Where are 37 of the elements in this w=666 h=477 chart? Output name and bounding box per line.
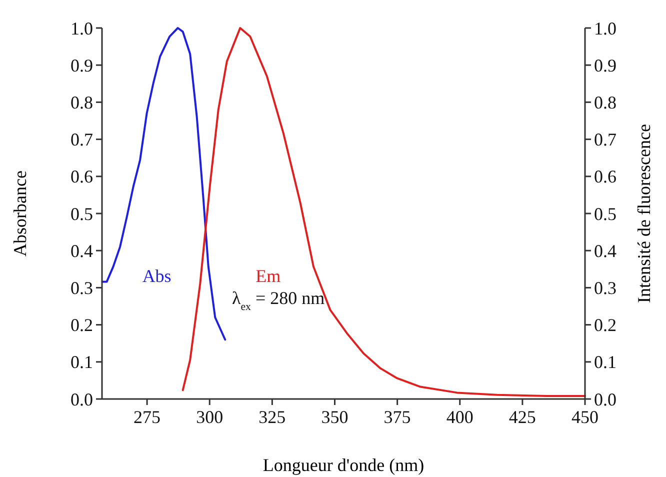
x-tick-label: 450 bbox=[572, 407, 598, 427]
y2-tick-label: 0.2 bbox=[594, 315, 616, 336]
y-tick-label: 0.5 bbox=[70, 204, 93, 224]
y2-tick-label: 0.6 bbox=[594, 166, 616, 187]
y-tick-label: 0.0 bbox=[70, 389, 93, 410]
y-tick-label: 0.3 bbox=[70, 278, 93, 298]
y2-tick-label: 0.0 bbox=[594, 389, 616, 410]
x-tick-label: 325 bbox=[258, 407, 286, 427]
x-tick-label: 400 bbox=[446, 407, 474, 427]
y2-tick-label: 0.5 bbox=[594, 204, 616, 224]
y-tick-label: 0.7 bbox=[70, 130, 93, 150]
y2-axis-title: Intensité de fluorescence bbox=[634, 124, 654, 303]
y-axis-title: Absorbance bbox=[10, 170, 30, 256]
y2-tick-label: 1.0 bbox=[594, 18, 616, 38]
line-series bbox=[101, 27, 226, 341]
x-tick-label: 425 bbox=[508, 407, 536, 427]
y-tick-label: 0.4 bbox=[70, 240, 93, 261]
x-tick-label: 300 bbox=[196, 407, 224, 427]
y-tick-label: 0.8 bbox=[70, 92, 93, 112]
y2-tick-label: 0.4 bbox=[594, 240, 616, 261]
y2-tick-label: 0.3 bbox=[594, 278, 616, 298]
y-tick-label: 0.9 bbox=[70, 55, 93, 76]
y-tick-label: 1.0 bbox=[70, 18, 93, 38]
y-tick-label: 0.2 bbox=[70, 315, 93, 336]
x-axis-title: Longueur d'onde (nm) bbox=[262, 455, 424, 475]
x-tick-label: 375 bbox=[384, 407, 411, 427]
y2-tick-label: 0.7 bbox=[594, 130, 616, 150]
x-tick-label: 350 bbox=[321, 407, 348, 427]
series-label: Abs bbox=[142, 266, 172, 286]
y-tick-label: 0.6 bbox=[70, 166, 93, 187]
x-tick-label: 275 bbox=[134, 407, 161, 427]
y2-tick-label: 0.1 bbox=[594, 352, 616, 372]
y2-tick-label: 0.9 bbox=[594, 55, 616, 76]
series-label: Em bbox=[256, 266, 281, 286]
annotation: λ$_{ex}$ = 280 nm bbox=[232, 288, 325, 313]
y-tick-label: 0.1 bbox=[70, 352, 93, 372]
y2-tick-label: 0.8 bbox=[594, 92, 616, 112]
